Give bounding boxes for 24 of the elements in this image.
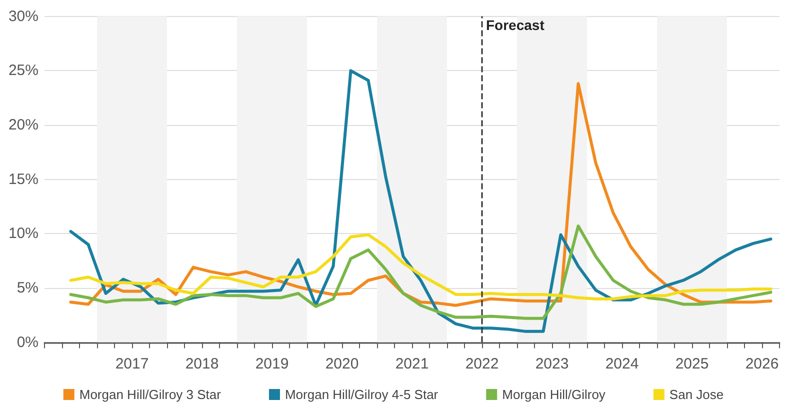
legend-label: San Jose	[669, 387, 724, 402]
x-tick-label: 2021	[395, 355, 429, 372]
y-tick-label: 25%	[8, 62, 38, 80]
legend-label: Morgan Hill/Gilroy 3 Star	[79, 387, 222, 402]
line-series	[69, 233, 772, 300]
ref-line-label: Forecast	[486, 17, 545, 33]
x-tick-label: 2022	[465, 355, 499, 372]
y-tick-label: 30%	[8, 8, 38, 25]
x-tick-label: 2026	[745, 355, 779, 372]
x-tick-label: 2020	[325, 355, 359, 372]
y-tick-label: 10%	[8, 225, 38, 242]
y-tick-label: 20%	[8, 116, 38, 134]
y-tick-label: 5%	[16, 279, 38, 296]
x-tick-label: 2025	[675, 355, 709, 372]
line-series	[69, 224, 772, 320]
x-tick-label: 2018	[185, 355, 219, 372]
x-tick-label: 2017	[115, 355, 149, 372]
legend-label: Morgan Hill/Gilroy	[502, 387, 606, 402]
y-tick-label: 15%	[8, 170, 38, 188]
y-tick-label: 0%	[16, 334, 38, 351]
legend-label: Morgan Hill/Gilroy 4-5 Star	[284, 387, 439, 402]
x-tick-label: 2019	[255, 355, 289, 372]
x-tick-label: 2023	[535, 355, 569, 372]
x-tick-label: 2024	[605, 355, 639, 372]
